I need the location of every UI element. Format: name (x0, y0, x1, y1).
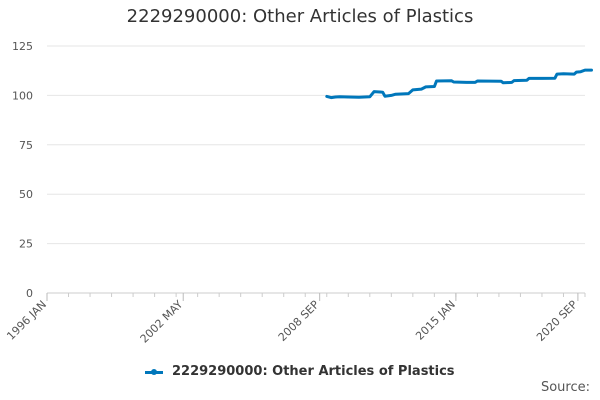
grid-layer (47, 45, 585, 294)
series-layer (325, 68, 593, 100)
y-tick-label: 75 (19, 139, 33, 152)
source-label: Source: (540, 380, 590, 395)
chart-title: 2229290000: Other Articles of Plastics (126, 6, 474, 27)
x-tick-label: 2008 SEP (276, 298, 322, 344)
legend-swatch-icon (145, 366, 164, 378)
series-line[interactable] (325, 68, 593, 100)
y-tick-label: 100 (12, 89, 33, 102)
x-tick-label: 2002 MAY (138, 298, 186, 346)
y-tick-label: 125 (12, 40, 33, 53)
axis-layer: 0 25 50 75 100 125 1996 JAN 2002 MAY 2008 SEP 201… (4, 40, 586, 346)
x-tick-label: 2015 JAN (413, 298, 458, 343)
legend-label[interactable]: 2229290000: Other Articles of Plastics (171, 364, 455, 379)
legend[interactable]: 2229290000: Other Articles of Plastics (0, 364, 600, 379)
y-tick-label: 0 (26, 287, 33, 300)
x-tick-label: 1996 JAN (4, 298, 49, 343)
x-tick-label: 2020 SEP (534, 298, 580, 344)
y-tick-label: 50 (19, 188, 33, 201)
y-tick-label: 25 (19, 238, 33, 251)
